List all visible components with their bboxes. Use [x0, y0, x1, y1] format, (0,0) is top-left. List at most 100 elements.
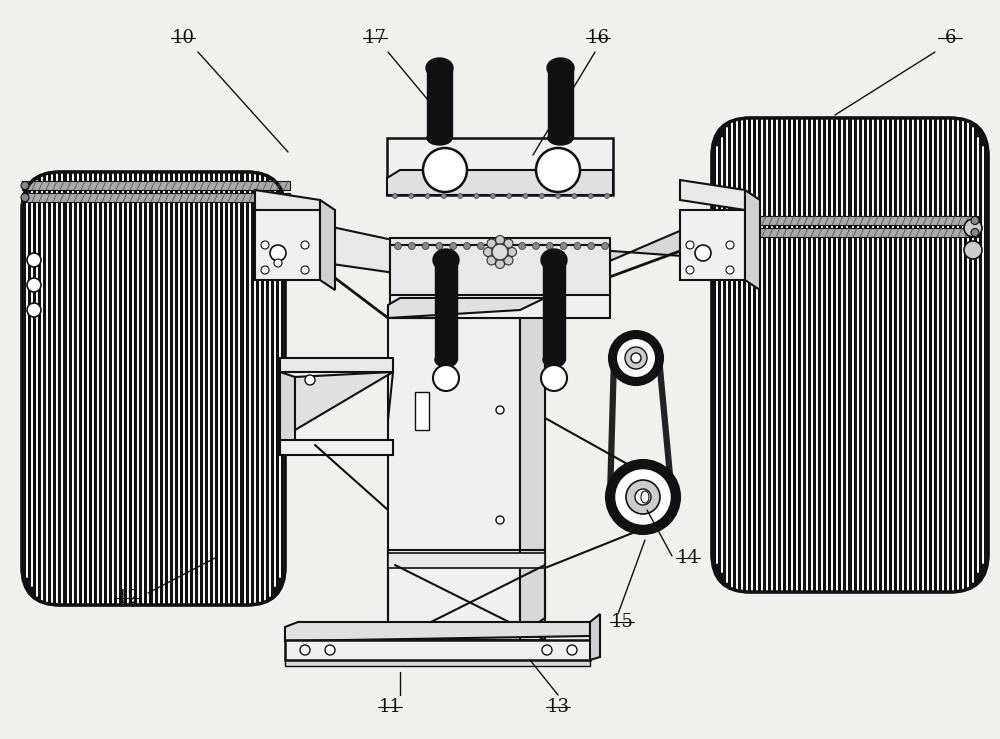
Text: 13: 13 — [546, 698, 570, 716]
Polygon shape — [290, 218, 430, 278]
Circle shape — [536, 148, 580, 192]
Circle shape — [496, 236, 505, 245]
Circle shape — [21, 182, 29, 189]
Circle shape — [508, 248, 516, 256]
Circle shape — [301, 241, 309, 249]
Circle shape — [270, 245, 286, 261]
Ellipse shape — [426, 58, 453, 78]
Circle shape — [496, 516, 504, 524]
Circle shape — [574, 242, 581, 250]
Circle shape — [539, 194, 544, 199]
Circle shape — [604, 194, 610, 199]
Circle shape — [305, 375, 315, 385]
Circle shape — [546, 242, 553, 250]
Circle shape — [686, 241, 694, 249]
Polygon shape — [280, 358, 393, 372]
Circle shape — [588, 242, 595, 250]
Polygon shape — [280, 372, 295, 445]
Bar — [415, 392, 429, 430]
Ellipse shape — [543, 353, 565, 367]
Circle shape — [496, 259, 505, 268]
Polygon shape — [285, 622, 590, 641]
Circle shape — [971, 217, 979, 225]
Polygon shape — [320, 200, 335, 290]
Circle shape — [300, 645, 310, 655]
Polygon shape — [390, 238, 610, 268]
Text: 16: 16 — [586, 29, 610, 47]
Bar — [390, 245, 610, 295]
Circle shape — [450, 242, 457, 250]
Circle shape — [572, 194, 577, 199]
Circle shape — [614, 468, 672, 526]
Circle shape — [274, 259, 282, 267]
Bar — [680, 210, 745, 280]
Polygon shape — [590, 614, 600, 660]
Circle shape — [474, 194, 479, 199]
Circle shape — [261, 241, 269, 249]
Circle shape — [27, 303, 41, 317]
Bar — [255, 210, 320, 280]
Circle shape — [477, 242, 484, 250]
Polygon shape — [280, 440, 393, 455]
Text: 15: 15 — [611, 613, 633, 631]
Circle shape — [519, 242, 526, 250]
Circle shape — [394, 242, 402, 250]
Circle shape — [726, 266, 734, 274]
Circle shape — [695, 245, 711, 261]
Circle shape — [433, 365, 459, 391]
Bar — [388, 550, 545, 640]
Bar — [22, 193, 290, 202]
Bar — [390, 268, 610, 318]
Circle shape — [504, 256, 513, 265]
Circle shape — [567, 645, 577, 655]
Polygon shape — [745, 190, 760, 290]
Circle shape — [492, 244, 508, 260]
Circle shape — [631, 353, 641, 363]
Circle shape — [588, 194, 593, 199]
Bar — [387, 138, 613, 195]
Ellipse shape — [541, 249, 567, 271]
Circle shape — [541, 365, 567, 391]
Ellipse shape — [427, 131, 452, 145]
Circle shape — [556, 194, 561, 199]
Circle shape — [425, 194, 430, 199]
Circle shape — [532, 242, 540, 250]
Circle shape — [635, 489, 651, 505]
Text: 17: 17 — [364, 29, 386, 47]
Circle shape — [606, 460, 680, 534]
Bar — [543, 260, 565, 360]
Circle shape — [496, 406, 504, 414]
Circle shape — [507, 194, 512, 199]
Circle shape — [408, 242, 415, 250]
Polygon shape — [295, 372, 393, 430]
Circle shape — [726, 241, 734, 249]
Bar — [548, 68, 573, 138]
Circle shape — [441, 194, 446, 199]
Text: 12: 12 — [117, 589, 139, 607]
Circle shape — [392, 194, 398, 199]
Circle shape — [602, 242, 608, 250]
Circle shape — [971, 228, 979, 236]
Bar — [388, 318, 520, 640]
Circle shape — [409, 194, 414, 199]
Circle shape — [464, 242, 471, 250]
FancyBboxPatch shape — [712, 118, 988, 592]
Ellipse shape — [548, 131, 573, 145]
Circle shape — [626, 480, 660, 514]
Ellipse shape — [641, 491, 649, 503]
Circle shape — [505, 242, 512, 250]
Polygon shape — [570, 218, 710, 278]
Ellipse shape — [433, 249, 459, 271]
Bar — [22, 181, 290, 190]
Circle shape — [490, 194, 495, 199]
FancyBboxPatch shape — [22, 172, 285, 605]
Polygon shape — [388, 298, 545, 318]
Circle shape — [542, 645, 552, 655]
Polygon shape — [520, 295, 545, 635]
Circle shape — [423, 148, 467, 192]
Polygon shape — [255, 190, 320, 220]
Bar — [710, 228, 978, 237]
Circle shape — [301, 266, 309, 274]
Polygon shape — [387, 170, 613, 195]
Ellipse shape — [435, 353, 457, 367]
